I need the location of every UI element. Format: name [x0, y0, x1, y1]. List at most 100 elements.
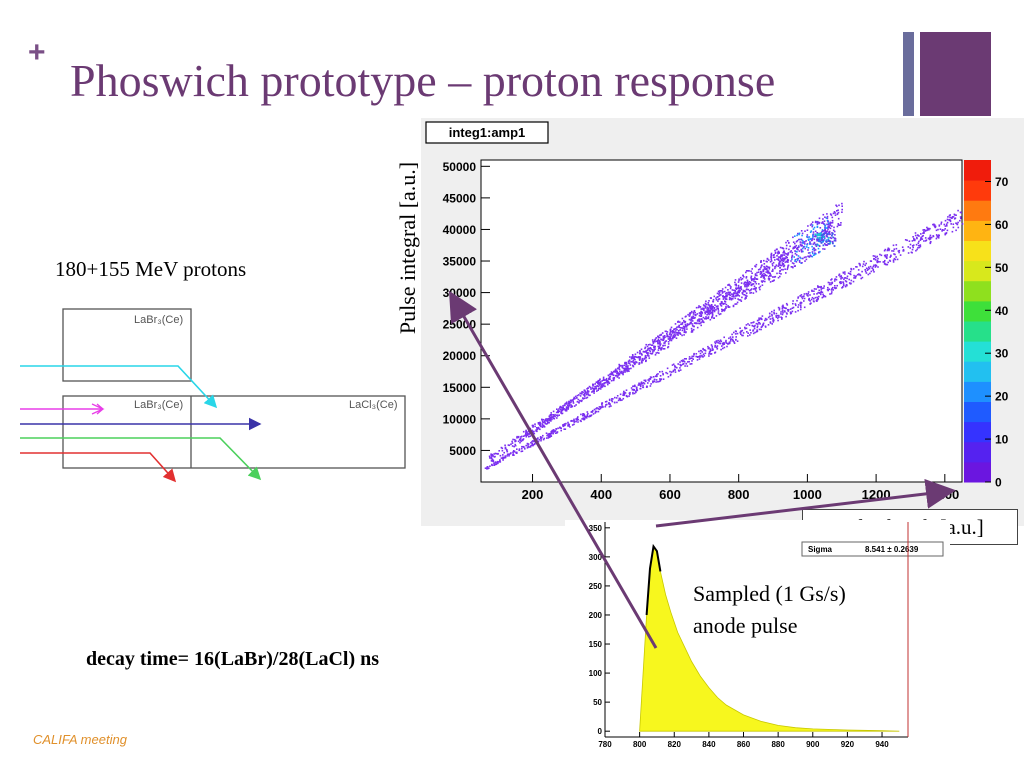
scatter-point [781, 308, 784, 310]
scatter-point [693, 310, 696, 312]
scatter-point [567, 421, 569, 424]
scatter-point [746, 286, 748, 288]
scatter-point [770, 252, 773, 255]
scatter-point [796, 248, 798, 250]
scatter-point [780, 311, 782, 313]
scatter-point [671, 364, 674, 366]
scatter-point [853, 277, 855, 279]
scatter-point [736, 340, 739, 342]
scatter-point [892, 250, 895, 252]
scatter-point [816, 238, 818, 240]
scatter-point [811, 248, 814, 251]
scatter-point [935, 229, 938, 232]
scatter-point [515, 440, 517, 442]
scatter-point [861, 270, 863, 273]
scatter-point [669, 331, 672, 333]
scatter-point [660, 338, 662, 341]
scatter-point [707, 306, 709, 309]
scatter-point [649, 352, 652, 355]
scatter-point [914, 232, 917, 234]
scatter-point [818, 292, 821, 294]
scatter-point [818, 295, 820, 298]
scatter-point [859, 274, 862, 277]
scatter-point [725, 341, 727, 343]
scatter-point [691, 331, 694, 333]
scatter-point [841, 208, 843, 211]
scatter-point [835, 276, 838, 278]
scatter-point [792, 306, 795, 309]
scatter-point [550, 435, 552, 437]
scatter-point [747, 288, 750, 291]
scatter-point [722, 343, 724, 346]
scatter-point [929, 242, 932, 245]
scatter-point [858, 273, 860, 275]
scatter-point [832, 289, 834, 291]
scatter-point [598, 387, 600, 390]
scatter-point [688, 312, 691, 315]
scatter-point [807, 238, 810, 241]
scatter-point [873, 271, 875, 273]
scatter-point [687, 313, 689, 316]
scatter-point [639, 387, 642, 390]
scatter-point-dense [821, 237, 823, 240]
scatter-point [852, 268, 855, 270]
scatter-point [791, 256, 793, 259]
scatter-point [760, 261, 762, 263]
scatter-point [790, 266, 793, 268]
scatter-point [742, 276, 745, 278]
scatter-point [598, 408, 601, 410]
scatter-point [517, 435, 520, 438]
scatter-point [844, 285, 847, 288]
scatter-point [852, 280, 855, 283]
scatter-point [785, 315, 787, 318]
scatter-point [735, 339, 737, 341]
scatter-point [546, 420, 549, 422]
scatter-point [902, 248, 905, 251]
scatter-point [559, 405, 562, 408]
scatter-point [768, 279, 770, 281]
scatter-point [659, 334, 661, 336]
scatter-point [506, 453, 509, 456]
scatter-point [751, 279, 753, 281]
scatter-point [787, 310, 789, 312]
protons-label: 180+155 MeV protons [55, 257, 247, 281]
scatter-point [915, 249, 917, 252]
scatter-point [865, 272, 868, 274]
scatter-point [710, 308, 712, 311]
scatter-point [888, 248, 891, 250]
scatter-point [711, 316, 713, 318]
scatter-point [875, 264, 878, 267]
scatter-point [764, 317, 767, 320]
scatter-point [838, 274, 840, 277]
scatter-point [834, 285, 836, 287]
scatter-point [755, 290, 758, 293]
scatter-point [554, 430, 557, 432]
scatter-point [750, 288, 753, 290]
scatter-point [811, 251, 814, 253]
scatter-point [912, 244, 915, 246]
scatter-point [708, 352, 711, 354]
scatter-point [614, 370, 617, 373]
scatter-point [654, 339, 656, 341]
scatter-point [763, 268, 766, 270]
stat-label: Sigma [808, 545, 833, 554]
scatter-point [792, 247, 794, 250]
scatter-point [795, 254, 798, 256]
scatter-point [914, 238, 916, 241]
scatter-point [858, 262, 860, 265]
scatter-point [741, 293, 744, 295]
scatter-point [504, 444, 506, 447]
scatter-point [739, 331, 741, 334]
scatter-point [695, 306, 698, 309]
scatter-point [711, 307, 714, 310]
scatter-point [920, 237, 922, 240]
scatter-point [699, 322, 702, 324]
scatter-point [497, 453, 499, 455]
scatter-point [798, 232, 801, 235]
scatter-point [873, 264, 875, 267]
scatter-point [536, 428, 538, 431]
scatter-point [943, 229, 945, 231]
scatter-point [657, 335, 659, 338]
scatter-point [813, 290, 815, 292]
scatter-point [766, 272, 769, 274]
